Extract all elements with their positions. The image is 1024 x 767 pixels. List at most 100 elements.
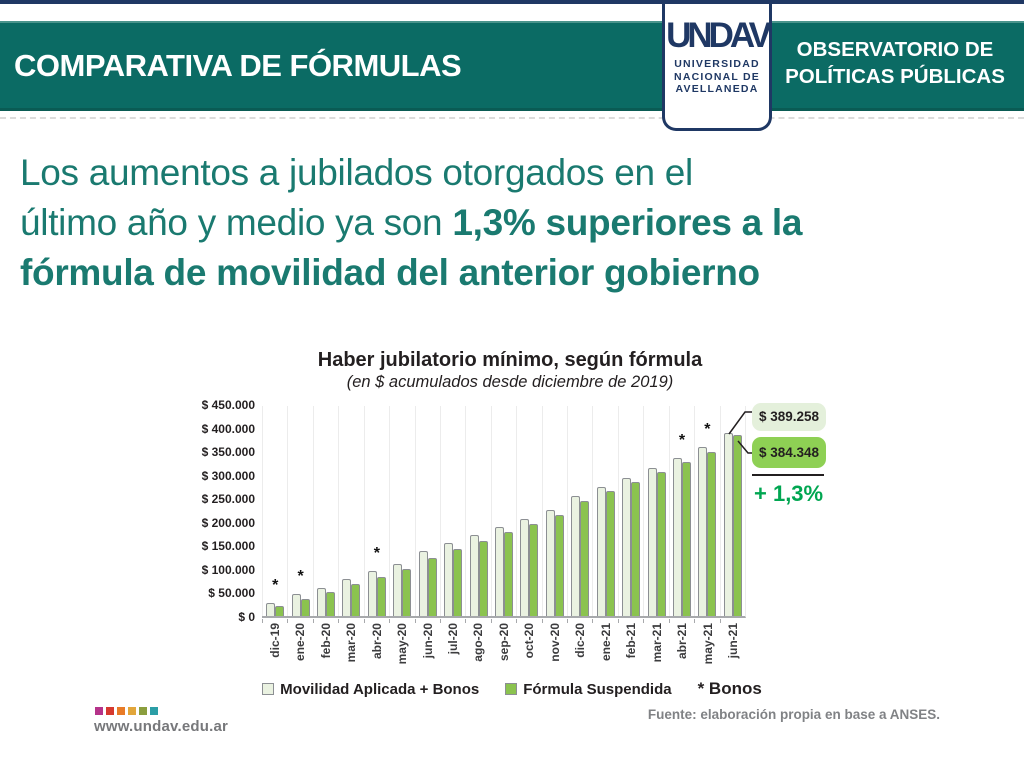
x-tick-label: dic-20: [573, 623, 588, 658]
legend-note-bonos: * Bonos: [697, 679, 762, 698]
legend-item-movilidad: Movilidad Aplicada + Bonos: [262, 681, 479, 698]
category-slot: [312, 406, 338, 623]
x-tick-label: sep-20: [496, 623, 511, 662]
bar-movilidad: [495, 527, 504, 616]
header-band: [0, 21, 1024, 111]
category-slot: [516, 406, 541, 623]
bar-suspendida: [707, 451, 717, 616]
bar-suspendida: [529, 523, 539, 616]
x-tick: jul-20: [440, 623, 465, 675]
category-slot: *: [694, 406, 719, 623]
chart-legend: Movilidad Aplicada + Bonos Fórmula Suspe…: [232, 679, 792, 699]
x-tick-label: mar-21: [649, 623, 664, 663]
y-tick-label: $ 400.000: [201, 421, 255, 436]
bar-movilidad: [622, 478, 632, 616]
bar-suspendida: [656, 471, 666, 616]
undav-logo-subtitle: UNIVERSIDAD NACIONAL DE AVELLANEDA: [665, 58, 769, 96]
x-tick-label: mar-20: [344, 623, 359, 663]
callout-movilidad-value: $ 389.258: [752, 403, 826, 431]
footer-dot-icon: [106, 707, 114, 715]
difference-divider-line: [752, 474, 824, 476]
bar-suspendida: [631, 481, 641, 616]
logo-line2: NACIONAL DE: [674, 70, 760, 83]
observatory-line2: POLÍTICAS PÚBLICAS: [785, 65, 1005, 88]
bar-movilidad: [317, 587, 327, 616]
x-tick: oct-20: [517, 623, 542, 675]
undav-logo-wordmark: UNDAV: [666, 16, 772, 55]
y-tick-label: $ 150.000: [201, 539, 255, 554]
x-tick: ene-21: [593, 623, 618, 675]
callout-suspendida-value: $ 384.348: [752, 437, 826, 468]
y-tick-label: $ 100.000: [201, 562, 255, 577]
footer-dot-icon: [117, 707, 125, 715]
x-tick: abr-21: [670, 623, 695, 675]
y-axis-labels: $ 450.000 $ 400.000 $ 350.000 $ 300.000 $ 25…: [150, 398, 255, 624]
bar-suspendida: [478, 541, 488, 616]
x-tick-label: abr-21: [675, 623, 690, 660]
x-tick-label: feb-20: [318, 623, 333, 659]
bonus-asterisk: *: [704, 421, 711, 439]
x-tick-label: ene-21: [598, 623, 613, 662]
x-tick: sep-20: [491, 623, 516, 675]
bar-suspendida: [300, 599, 310, 616]
category-slot: [567, 406, 592, 623]
x-tick: feb-20: [313, 623, 338, 675]
footer-dot-icon: [95, 707, 103, 715]
bar-movilidad: [596, 487, 606, 616]
headline-line2-normal: último año y medio ya son: [20, 202, 453, 243]
bar-suspendida: [732, 434, 742, 616]
category-slot: [465, 406, 490, 623]
category-slot: [541, 406, 567, 623]
source-note: Fuente: elaboración propia en base a ANS…: [647, 707, 940, 722]
bar-movilidad: [520, 518, 530, 616]
bar-suspendida: [402, 569, 412, 616]
bar-movilidad: [723, 432, 733, 616]
difference-percentage: + 1,3%: [754, 481, 824, 506]
bar-movilidad: [672, 458, 682, 616]
category-slot: *: [363, 406, 389, 623]
x-tick: feb-21: [619, 623, 644, 675]
bar-suspendida: [351, 584, 361, 616]
x-tick-label: feb-21: [624, 623, 639, 659]
bar-suspendida: [326, 591, 336, 616]
bar-movilidad: [571, 496, 581, 616]
x-tick: dic-19: [262, 623, 287, 675]
logo-line1: UNIVERSIDAD: [674, 58, 760, 70]
bar-suspendida: [427, 557, 437, 616]
plot-area: * * * * *: [262, 406, 746, 623]
category-slot: [719, 406, 745, 623]
bar-suspendida: [554, 514, 564, 616]
bar-suspendida: [453, 548, 463, 616]
legend-item-suspendida: Fórmula Suspendida: [505, 681, 672, 698]
top-navy-strip: [0, 0, 1024, 4]
headline-line1: Los aumentos a jubilados otorgados en el: [20, 152, 693, 193]
x-tick: may-20: [389, 623, 414, 675]
bar-suspendida: [376, 576, 386, 616]
logo-line3: AVELLANEDA: [675, 83, 759, 95]
website-link[interactable]: www.undav.edu.ar: [94, 718, 229, 735]
x-tick: ene-20: [287, 623, 312, 675]
category-slot: [617, 406, 643, 623]
y-tick-label: $ 200.000: [201, 515, 255, 530]
y-tick-label: $ 350.000: [201, 445, 255, 460]
bar-movilidad: [469, 535, 479, 616]
x-tick: jun-21: [720, 623, 745, 675]
headline-line3-bold: fórmula de movilidad del anterior gobier…: [20, 252, 760, 293]
footer-dot-icon: [128, 707, 136, 715]
bar-movilidad: [545, 510, 555, 616]
y-tick-label: $ 250.000: [201, 492, 255, 507]
category-slot: [439, 406, 465, 623]
headline: Los aumentos a jubilados otorgados en el…: [20, 148, 1020, 298]
bar-suspendida: [681, 461, 691, 616]
bar-suspendida: [605, 491, 615, 616]
legend-label-movilidad: Movilidad Aplicada + Bonos: [280, 680, 480, 698]
x-tick-label: may-20: [395, 623, 410, 665]
bar-movilidad: [342, 579, 352, 616]
y-tick-label: $ 450.000: [201, 398, 255, 412]
x-tick: ago-20: [466, 623, 491, 675]
category-slot: *: [262, 406, 287, 623]
category-slot: *: [668, 406, 694, 623]
category-slot: [643, 406, 668, 623]
x-tick-label: nov-20: [547, 623, 562, 662]
